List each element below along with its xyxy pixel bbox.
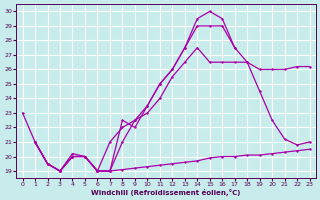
X-axis label: Windchill (Refroidissement éolien,°C): Windchill (Refroidissement éolien,°C) [92, 189, 241, 196]
